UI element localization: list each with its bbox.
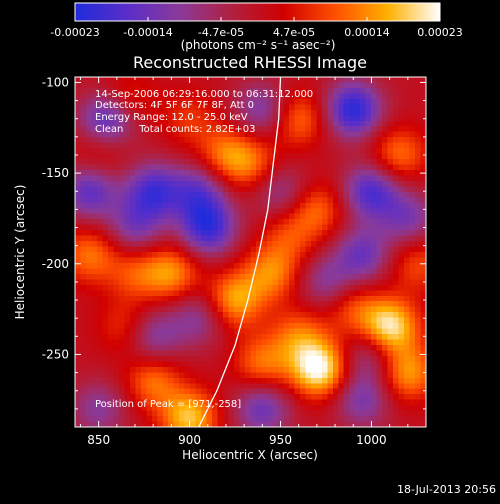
footer-date: 18-Jul-2013 20:56 <box>396 483 496 496</box>
y-axis-label: Heliocentric Y (arcsec) <box>13 185 27 320</box>
y-tick-label: -150 <box>42 166 69 180</box>
colorbar-tick-label: 0.00023 <box>417 26 463 39</box>
colorbar <box>75 3 440 21</box>
x-tick-label: 1000 <box>356 433 387 447</box>
heatmap-image <box>75 77 426 427</box>
colorbar-frame <box>74 2 441 22</box>
colorbar-tick-label: 4.7e-05 <box>273 26 315 39</box>
y-tick-label: -250 <box>42 347 69 361</box>
colorbar-tick-label: 0.00014 <box>344 26 390 39</box>
x-tick-label: 850 <box>87 433 110 447</box>
colorbar-tick-label: -0.00023 <box>50 26 99 39</box>
colorbar-tick-label: -4.7e-05 <box>198 26 244 39</box>
colorbar-ticks: -0.00023 -0.00014 -4.7e-05 4.7e-05 0.00014 0.… <box>50 17 463 39</box>
annotation-energy: Energy Range: 12.0 - 25.0 keV <box>95 112 248 123</box>
colorbar-label: (photons cm⁻² s⁻¹ asec⁻²) <box>181 38 336 52</box>
annotation-time: 14-Sep-2006 06:29:16.000 to 06:31:12.000 <box>95 89 313 100</box>
x-axis-ticks: 850 900 950 1000 <box>79 77 427 447</box>
chart-title: Reconstructed RHESSI Image <box>133 53 367 72</box>
annotation-detectors: Detectors: 4F 5F 6F 7F 8F, Att 0 <box>95 100 254 111</box>
solar-limb-curve <box>198 77 282 427</box>
heatmap-area <box>75 77 426 427</box>
colorbar-tick-label: -0.00014 <box>123 26 172 39</box>
x-tick-label: 900 <box>178 433 201 447</box>
x-tick-label: 950 <box>269 433 292 447</box>
y-tick-label: -100 <box>42 75 69 89</box>
annotation-clean: Clean Total counts: 2.82E+03 <box>95 124 255 135</box>
plot-frame <box>74 76 427 428</box>
x-axis-label: Heliocentric X (arcsec) <box>182 448 318 462</box>
y-tick-label: -200 <box>42 257 69 271</box>
y-axis-ticks: -100 -150 -200 -250 <box>42 75 426 428</box>
annotation-peak: Position of Peak = [971,-258] <box>95 399 241 410</box>
